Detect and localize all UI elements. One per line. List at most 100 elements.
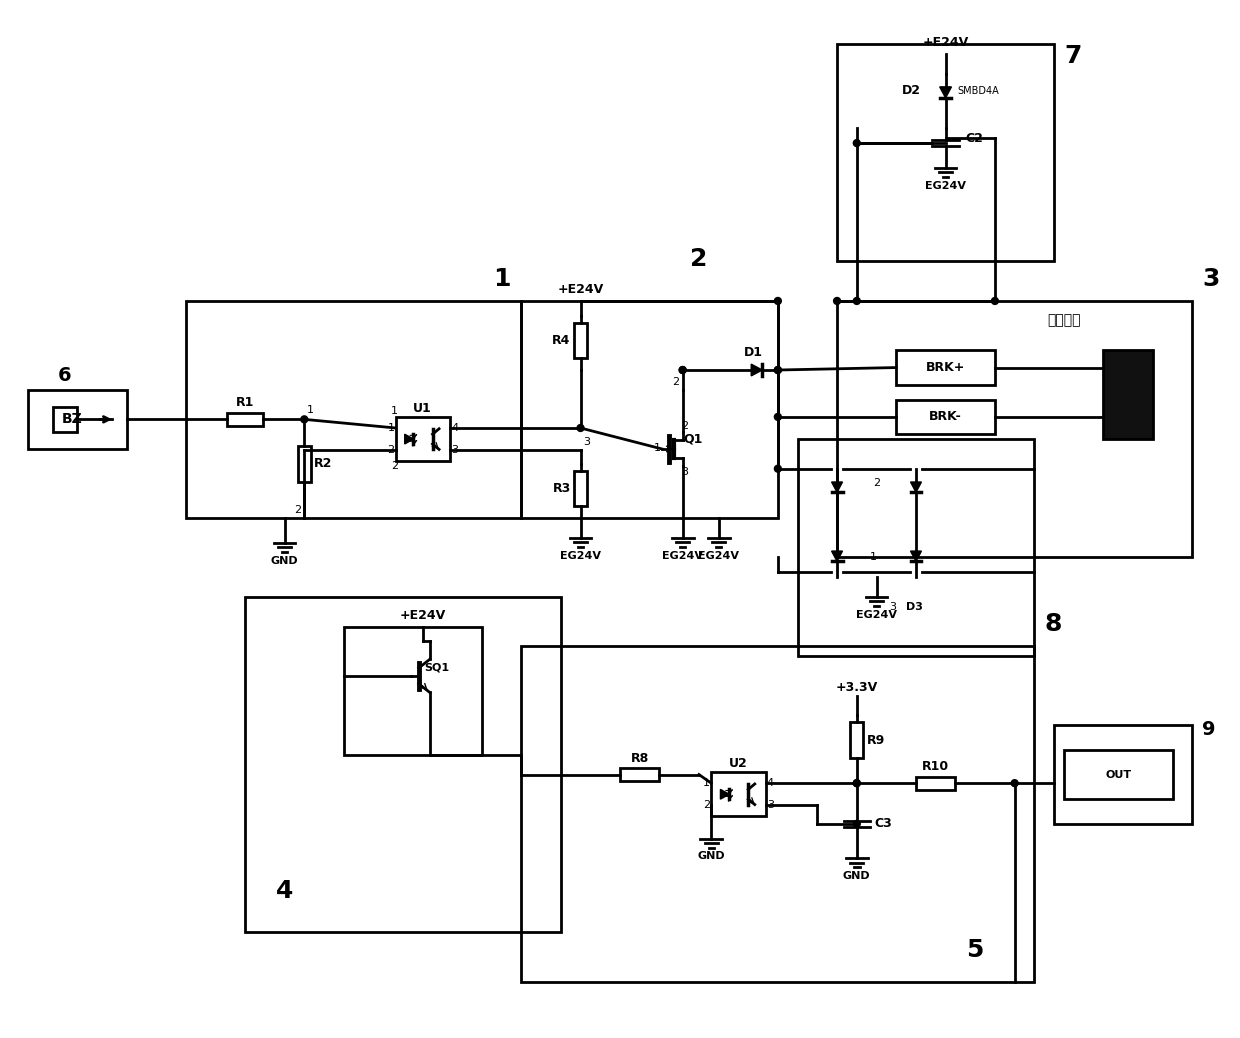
- Text: C2: C2: [965, 132, 983, 144]
- Text: R10: R10: [923, 760, 950, 773]
- Text: 4: 4: [451, 422, 458, 433]
- Bar: [343, 627, 482, 755]
- Text: OUT: OUT: [1105, 769, 1131, 780]
- Text: 2: 2: [387, 445, 394, 456]
- Bar: [897, 350, 994, 385]
- Bar: [851, 722, 863, 758]
- Text: C3: C3: [874, 817, 893, 830]
- Bar: [1064, 749, 1173, 799]
- Text: 2: 2: [682, 420, 688, 431]
- Text: R1: R1: [236, 397, 254, 409]
- Circle shape: [301, 416, 308, 422]
- Bar: [396, 417, 450, 461]
- Text: +E24V: +E24V: [399, 608, 446, 622]
- Text: U1: U1: [413, 402, 432, 415]
- Bar: [574, 470, 587, 507]
- Text: R2: R2: [314, 458, 332, 470]
- Bar: [797, 439, 1034, 656]
- Circle shape: [853, 780, 861, 787]
- Text: R4: R4: [552, 334, 570, 347]
- Text: 3: 3: [889, 602, 897, 611]
- Text: D1: D1: [744, 346, 763, 359]
- Text: R9: R9: [867, 734, 885, 746]
- Text: 1: 1: [308, 406, 314, 415]
- Text: BZ: BZ: [62, 412, 83, 426]
- Polygon shape: [404, 434, 413, 444]
- Bar: [521, 301, 777, 518]
- Text: GND: GND: [697, 851, 725, 862]
- Bar: [246, 597, 560, 932]
- Text: 3: 3: [451, 445, 458, 456]
- Text: SMBD4A: SMBD4A: [957, 86, 999, 95]
- Text: EG24V: EG24V: [662, 550, 703, 561]
- Text: 9: 9: [1202, 720, 1215, 739]
- Bar: [29, 389, 126, 449]
- Text: 1: 1: [869, 552, 877, 563]
- Circle shape: [992, 298, 998, 304]
- Polygon shape: [832, 482, 842, 492]
- Text: 2: 2: [672, 377, 680, 387]
- Text: EG24V: EG24V: [560, 550, 601, 561]
- Circle shape: [853, 298, 861, 304]
- Text: U2: U2: [729, 758, 748, 770]
- Circle shape: [833, 298, 841, 304]
- Bar: [298, 446, 311, 482]
- Bar: [227, 413, 263, 426]
- Bar: [897, 400, 994, 434]
- Text: R3: R3: [552, 482, 570, 495]
- Circle shape: [775, 298, 781, 304]
- Text: R8: R8: [631, 752, 649, 765]
- Polygon shape: [940, 87, 951, 98]
- Text: 2: 2: [294, 506, 301, 515]
- Text: SQ1: SQ1: [424, 662, 449, 673]
- Text: Q1: Q1: [683, 433, 703, 445]
- Text: D3: D3: [906, 602, 923, 611]
- Text: 1: 1: [653, 443, 661, 453]
- Text: 1: 1: [391, 407, 398, 416]
- Polygon shape: [910, 482, 921, 492]
- Circle shape: [775, 366, 781, 374]
- Text: 3: 3: [584, 437, 590, 447]
- Circle shape: [775, 413, 781, 420]
- Bar: [52, 407, 77, 432]
- Polygon shape: [832, 551, 842, 562]
- Text: 4: 4: [275, 879, 293, 903]
- Text: 2: 2: [873, 479, 880, 489]
- Bar: [186, 301, 521, 518]
- Text: +E24V: +E24V: [923, 36, 968, 50]
- Polygon shape: [910, 551, 921, 562]
- Text: 4: 4: [766, 778, 774, 788]
- Polygon shape: [751, 364, 763, 376]
- Text: 5: 5: [966, 938, 983, 962]
- Text: 6: 6: [57, 365, 71, 385]
- Text: EG24V: EG24V: [925, 181, 966, 191]
- Text: 1: 1: [492, 267, 511, 291]
- Polygon shape: [720, 789, 729, 799]
- Text: 1: 1: [703, 778, 711, 788]
- Bar: [1104, 350, 1153, 439]
- Circle shape: [853, 780, 861, 787]
- Bar: [574, 323, 587, 358]
- Circle shape: [775, 366, 781, 374]
- Text: GND: GND: [843, 871, 870, 881]
- Text: BRK+: BRK+: [926, 361, 965, 374]
- Text: +E24V: +E24V: [558, 283, 604, 296]
- Circle shape: [853, 820, 861, 827]
- Circle shape: [680, 366, 686, 374]
- Bar: [620, 768, 660, 781]
- Bar: [521, 647, 1034, 982]
- Bar: [837, 45, 1054, 262]
- Text: D2: D2: [901, 84, 921, 98]
- Text: BRK-: BRK-: [929, 410, 962, 424]
- Circle shape: [680, 366, 686, 374]
- Text: 2: 2: [703, 800, 711, 811]
- Text: 抱闸装置: 抱闸装置: [1048, 313, 1081, 328]
- Circle shape: [853, 140, 861, 146]
- Text: EG24V: EG24V: [698, 550, 739, 561]
- Bar: [837, 301, 1192, 557]
- Bar: [712, 772, 765, 817]
- Text: 2: 2: [691, 247, 708, 271]
- Text: 3: 3: [682, 467, 688, 477]
- Text: 1: 1: [387, 422, 394, 433]
- Text: EG24V: EG24V: [856, 609, 897, 620]
